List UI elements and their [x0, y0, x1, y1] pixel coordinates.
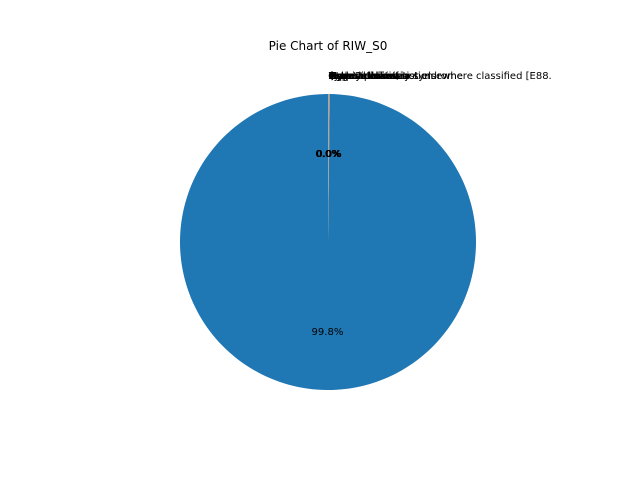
- slice-percent-label-2: 0.0%: [316, 149, 341, 160]
- pie-slice-1: [328, 94, 330, 243]
- pie-slice-4: [328, 94, 330, 242]
- pie-slice-7: [328, 94, 329, 242]
- slice-category-label-8: Myocardial infarction: [329, 71, 434, 82]
- slice-percent-label-9: 0.0%: [315, 149, 340, 160]
- slice-category-label-1: ] metabolism, not elsewhere classified […: [330, 71, 552, 82]
- slice-category-label-10: Osteoarthritis: [328, 71, 397, 82]
- pie-slice-0: [179, 93, 476, 391]
- pie-slice-3: [328, 94, 330, 242]
- slice-category-label-7: Asthma: [329, 71, 367, 82]
- slice-percent-label-10: 0.0%: [315, 149, 340, 160]
- slice-category-label-9: Hyperlipidaemia: [328, 71, 410, 82]
- slice-percent-label-7: 0.0%: [316, 149, 341, 160]
- slice-percent-label-6: 0.0%: [316, 149, 341, 160]
- slice-percent-label-4: 0.0%: [316, 149, 341, 160]
- slices-layer: [179, 93, 476, 391]
- slice-category-label-5: Atopic dermatitis: [329, 71, 414, 82]
- slice-category-label-4: Polycystic ovary syndrome: [329, 71, 463, 82]
- slice-percent-label-8: 0.0%: [316, 149, 341, 160]
- pie-slice-2: [328, 94, 330, 242]
- slice-category-label-2: Endometriosis: [330, 71, 401, 82]
- slice-labels-layer: ] metabolism, not elsewhere classified […: [328, 71, 552, 82]
- slice-category-label-3: Hypertension: [330, 71, 397, 82]
- slice-percent-label-3: 0.0%: [316, 149, 341, 160]
- slice-percent-label-5: 0.0%: [316, 149, 341, 160]
- slice-category-label-6: Type 2 diabetes: [328, 71, 408, 82]
- pie-slice-6: [328, 94, 329, 243]
- chart-title: Pie Chart of RIW_S0: [269, 39, 388, 53]
- slice-percent-label-0: 99.8%: [312, 327, 344, 338]
- slice-percent-layer: 99.8%0.0%0.0%0.0%0.0%0.0%0.0%0.0%0.0%0.0…: [312, 149, 344, 338]
- pie-slice-5: [328, 94, 330, 242]
- slice-percent-label-1: 0.0%: [316, 149, 341, 160]
- pie-slice-8: [328, 94, 329, 243]
